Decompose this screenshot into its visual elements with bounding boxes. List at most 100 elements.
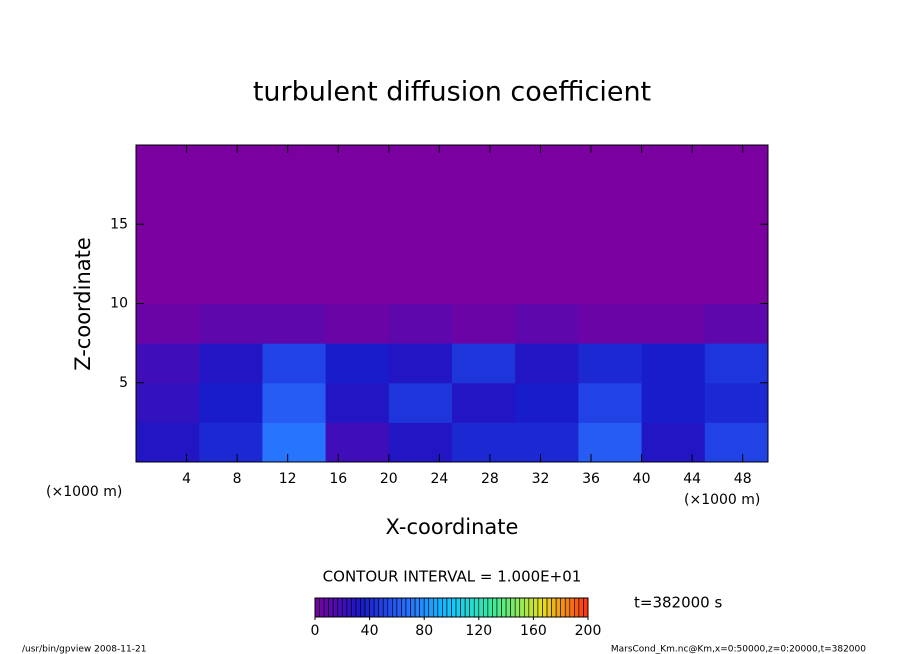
field-cell [199,343,263,384]
colorbar-cell [551,597,557,618]
y-tick-label: 15 [110,216,128,232]
field-cell [199,382,263,423]
x-tick-label: 44 [683,471,701,487]
footer-right: MarsCond_Km.nc@Km,x=0:50000,z=0:20000,t=… [611,645,866,654]
colorbar-cell [483,597,489,618]
field-cell [578,382,643,423]
field-cell [641,382,706,423]
colorbar-cell [514,597,521,618]
colorbar-cell [542,597,548,618]
colorbar-cell [314,597,320,618]
colorbar-cell [360,597,366,618]
field-cell [262,422,327,463]
colorbar-cell [369,597,375,618]
colorbar-cell [583,597,589,618]
field-cell [578,145,643,186]
y-tick-label: 5 [119,375,128,391]
field-cell [262,382,327,423]
field-cell [578,422,643,463]
colorbar-tick-label: 40 [361,623,379,639]
field-cell [388,343,453,384]
x-tick-label: 12 [279,471,297,487]
colorbar-cell [523,597,530,618]
colorbar-cell [492,597,498,618]
colorbar-cell [496,597,502,618]
colorbar-cell [473,597,480,618]
colorbar-cell [364,597,370,618]
colorbar-cell [451,597,457,618]
x-unit: (×1000 m) [46,484,122,500]
x-tick-label: 4 [182,471,191,487]
field-cell [704,382,769,423]
colorbar-cell [578,597,584,618]
colorbar-cell [574,597,580,618]
colorbar-cell [564,597,571,618]
colorbar-cell [423,597,430,618]
colorbar-cell [382,597,389,618]
field-cell [641,343,706,384]
field-cell [388,303,453,344]
field-cell [515,184,579,225]
field-cell [388,422,453,463]
x-tick-label: 28 [481,471,499,487]
field-cell [641,184,706,225]
field-cell [325,382,390,423]
field-cell [452,224,516,265]
x-tick-label: 24 [430,471,448,487]
field-cell [136,382,200,423]
field-cell [199,184,263,225]
field-cell [325,422,390,463]
field-cell [452,184,516,225]
field-cell [325,303,390,344]
colorbar-cell [419,597,425,618]
colorbar-cell [546,597,552,618]
colorbar-cell [401,597,407,618]
colorbar-cell [341,597,348,618]
field-cell [515,145,579,186]
colorbar-cell [464,597,470,618]
colorbar-cell [332,597,339,618]
field-cell [641,224,706,265]
field-cell [262,343,327,384]
colorbar-cell [414,597,420,618]
field-cell [262,263,327,304]
colorbar-cell [460,597,466,618]
field-cell [388,382,453,423]
field-cell [704,224,769,265]
colorbar-cell [560,597,566,618]
colorbar-cell [478,597,484,618]
colorbar-cell [378,597,384,618]
colorbar-cell [355,597,361,618]
field-cell [704,263,769,304]
field-cell [704,145,769,186]
colorbar-cell [319,597,325,618]
y-axis-label: Z-coordinate [71,237,95,371]
colorbar-cell [528,597,534,618]
colorbar-cell [469,597,475,618]
field-cell [262,184,327,225]
colorbar-cell [373,597,379,618]
colorbar-cell [392,597,398,618]
colorbar-cell [487,597,493,618]
colorbar-tick-label: 120 [465,623,492,639]
x-tick-label: 40 [633,471,651,487]
field-cell [199,224,263,265]
field-cell [515,422,579,463]
field-cell [325,343,390,384]
colorbar-cell [396,597,402,618]
colorbar-cell [328,597,334,618]
colorbar-cell [555,597,562,618]
x-tick-label: 20 [380,471,398,487]
field-cell [452,382,516,423]
field-cell [262,303,327,344]
field-cell [262,224,327,265]
colorbar-cell [428,597,434,618]
colorbar-cell [569,597,575,618]
chart-title: turbulent diffusion coefficient [253,77,651,108]
colorbar-cell [455,597,461,618]
colorbar-frame [314,597,589,618]
field-cell [452,303,516,344]
colorbar-cell [442,597,448,618]
field-cell [199,145,263,186]
field-cell [325,224,390,265]
